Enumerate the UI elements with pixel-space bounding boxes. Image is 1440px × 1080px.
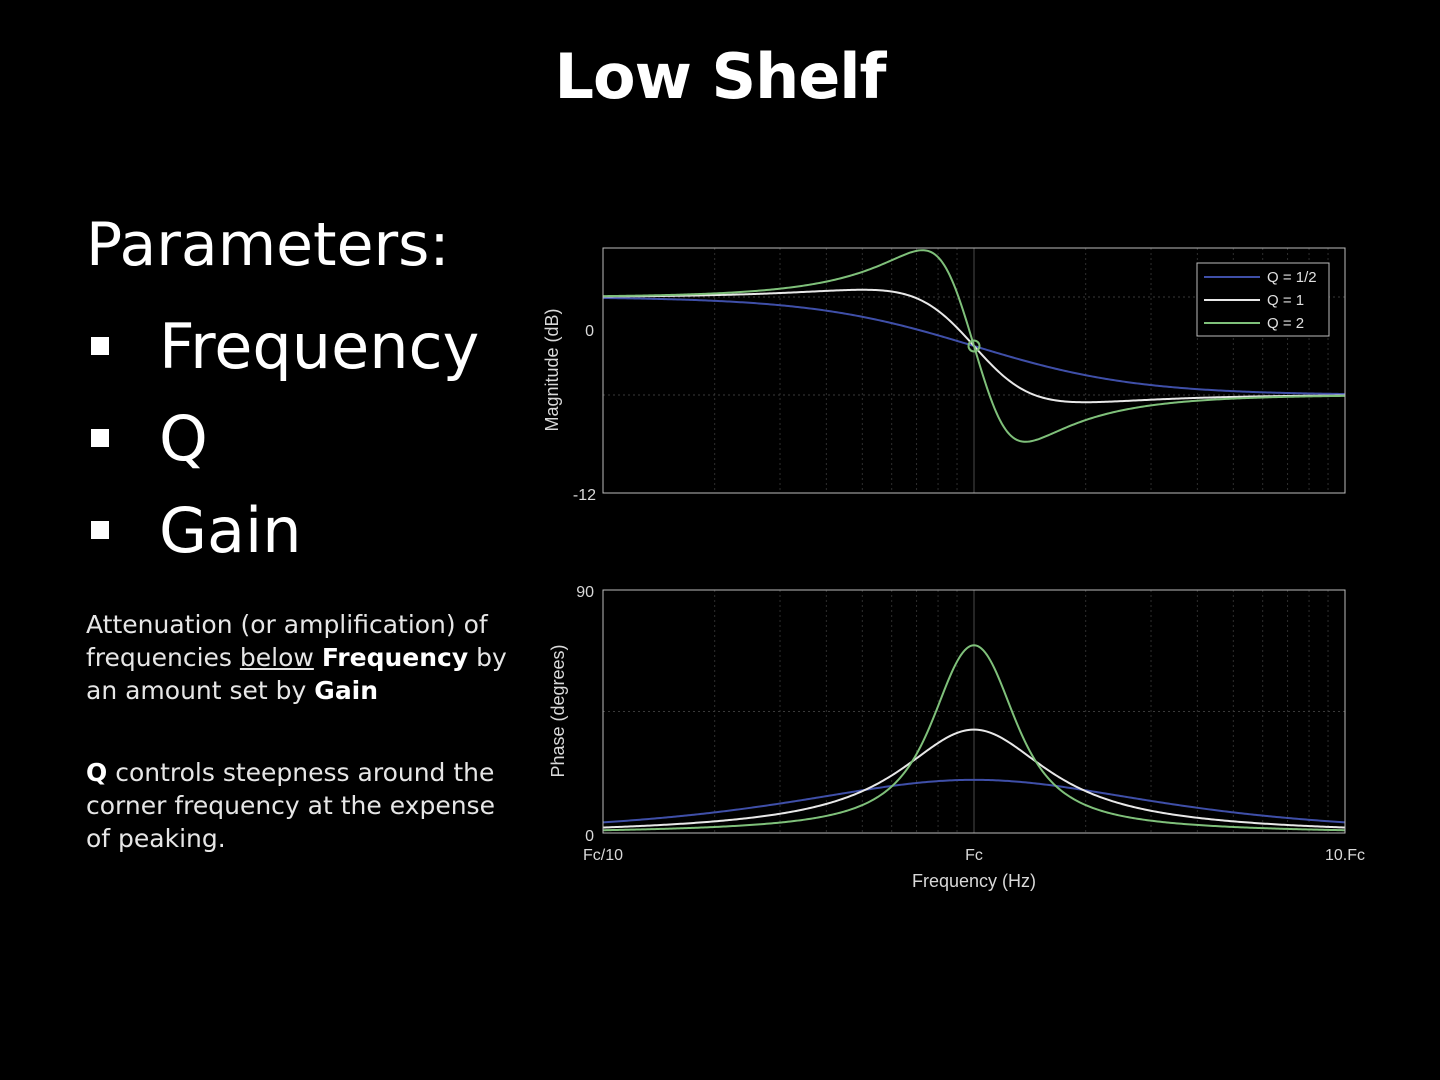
phase-y-tick-label: 90 [576,584,594,601]
parameter-item-frequency: Frequency [86,300,479,392]
legend-entry: Q = 2 [1267,315,1304,332]
description-attenuation: Attenuation (or amplification) of freque… [86,608,526,707]
parameter-list: Frequency Q Gain [86,300,479,576]
x-tick-label: Fc/10 [583,847,623,864]
phase-series-line [602,778,1346,824]
magnitude-y-axis-label: Magnitude (dB) [542,308,562,431]
description-q: Q controls steepness around the corner f… [86,756,526,855]
legend-entry: Q = 1/2 [1267,269,1317,286]
phase-y-axis-label: Phase (degrees) [548,644,568,777]
description-bold: Q [86,758,108,787]
description-text: Attenuation (or amplification) of freque… [86,610,488,672]
magnitude-axes-box [602,247,1346,494]
description-bold: Gain [314,676,379,705]
parameter-item-q: Q [86,392,479,484]
description-text: controls steepness around the corner fre… [86,758,495,853]
phase-axes-box [602,589,1346,834]
phase-series-line [602,728,1346,829]
phase-y-tick-label: 0 [585,828,594,845]
parameter-label: Frequency [159,309,480,383]
x-axis-label: Frequency (Hz) [912,871,1036,891]
legend-entry: Q = 1 [1267,292,1304,309]
description-text: by an amount set by [86,643,507,705]
magnitude-y-tick-label: 0 [585,323,594,340]
magnitude-series-line [602,249,1346,443]
phase-series-line [602,644,1346,832]
parameters-heading: Parameters: [86,210,450,280]
bode-plot: Magnitude (dB) 0 -12 Q = 1/2 Q = 1 Q = 2… [542,247,1365,891]
x-tick-label: Fc [965,847,983,864]
x-tick-label: 10.Fc [1325,847,1365,864]
magnitude-panel: Magnitude (dB) 0 -12 Q = 1/2 Q = 1 Q = 2 [542,247,1346,504]
description-bold: Frequency [321,643,469,672]
corner-frequency-marker [967,339,981,353]
parameter-item-gain: Gain [86,484,479,576]
magnitude-curves [602,249,1346,443]
parameter-label: Q [159,401,208,475]
square-bullet-icon [91,521,109,539]
description-underline: below [239,643,314,672]
magnitude-y-tick-label: -12 [573,487,596,504]
square-bullet-icon [91,429,109,447]
slide-title: Low Shelf [554,40,886,113]
legend: Q = 1/2 Q = 1 Q = 2 [1196,262,1330,337]
phase-panel: Phase (degrees) 90 0 Fc/10 Fc 10.Fc Freq… [548,584,1365,891]
phase-grid [603,590,1345,833]
phase-curves [602,644,1346,832]
parameter-label: Gain [159,493,302,567]
square-bullet-icon [91,337,109,355]
